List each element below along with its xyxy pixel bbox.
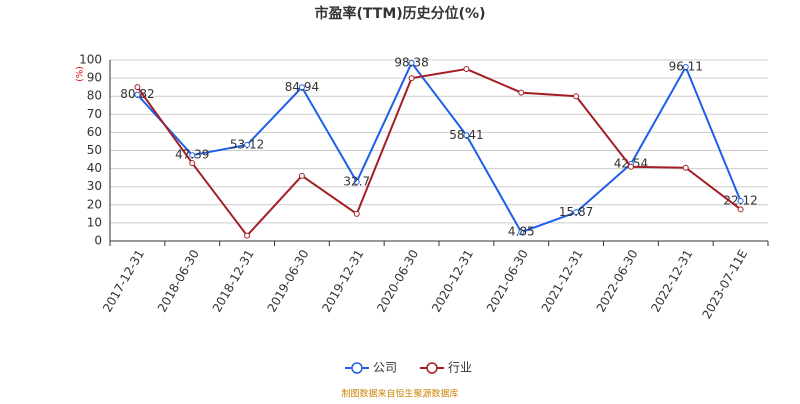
x-tick-label: 2021-12-31 (539, 247, 586, 314)
point (573, 93, 580, 100)
y-tick-label: 50 (87, 143, 102, 157)
point (189, 152, 196, 159)
point (189, 160, 196, 167)
data-label: 84.94 (285, 80, 319, 94)
point (134, 84, 141, 91)
y-tick-label: 100 (79, 53, 102, 67)
legend-marker (426, 362, 438, 374)
point (518, 89, 525, 96)
point (134, 91, 141, 98)
x-tick-label: 2018-06-30 (155, 247, 202, 314)
data-label: 4.85 (508, 225, 535, 239)
x-tick-label: 2023-07-11E (699, 247, 750, 321)
point (353, 210, 360, 217)
point (518, 229, 525, 236)
point (463, 66, 470, 73)
point (737, 197, 744, 204)
y-tick-label: 30 (87, 179, 102, 193)
x-tick-label: 2022-06-30 (594, 247, 641, 314)
point (244, 232, 251, 239)
y-unit: (%) (76, 66, 86, 82)
data-label: 47.39 (175, 148, 209, 162)
series-line (136, 60, 742, 234)
y-tick-label: 90 (87, 71, 102, 85)
y-tick-label: 80 (87, 89, 102, 103)
point (737, 206, 744, 213)
point (298, 172, 305, 179)
y-tick-label: 60 (87, 125, 102, 139)
point (408, 75, 415, 82)
x-tick-label: 2022-12-31 (648, 247, 695, 314)
source-note: 制图数据来自恒生聚源数据库 (341, 388, 458, 400)
y-tick-label: 40 (87, 161, 102, 175)
x-tick-label: 2020-06-30 (374, 247, 421, 314)
data-label: 53.12 (230, 137, 264, 151)
series-line (136, 68, 742, 238)
point (682, 164, 689, 171)
data-label: 32.7 (343, 174, 370, 188)
data-label: 15.87 (559, 205, 593, 219)
point (244, 141, 251, 148)
x-tick-label: 2020-12-31 (429, 247, 476, 314)
legend-label: 公司 (373, 361, 397, 375)
x-tick-label: 2019-06-30 (265, 247, 312, 314)
point (627, 163, 634, 170)
point (408, 59, 415, 66)
data-label: 58.41 (449, 128, 483, 142)
point (682, 64, 689, 71)
point (298, 84, 305, 91)
point (463, 132, 470, 139)
legend-label: 行业 (448, 361, 472, 375)
chart-title: 市盈率(TTM)历史分位(%) (315, 5, 486, 22)
x-tick-label: 2018-12-31 (210, 247, 257, 314)
data-label: 98.38 (394, 55, 428, 69)
point (573, 209, 580, 216)
y-tick-label: 0 (94, 234, 102, 248)
point (353, 178, 360, 185)
x-tick-label: 2019-12-31 (319, 247, 366, 314)
data-label: 96.11 (669, 60, 703, 74)
y-tick-label: 20 (87, 197, 102, 211)
x-tick-label: 2021-06-30 (484, 247, 531, 314)
y-tick-label: 70 (87, 107, 102, 121)
y-tick-label: 10 (87, 215, 102, 229)
x-tick-label: 2017-12-31 (100, 247, 147, 314)
legend-marker (351, 362, 363, 374)
